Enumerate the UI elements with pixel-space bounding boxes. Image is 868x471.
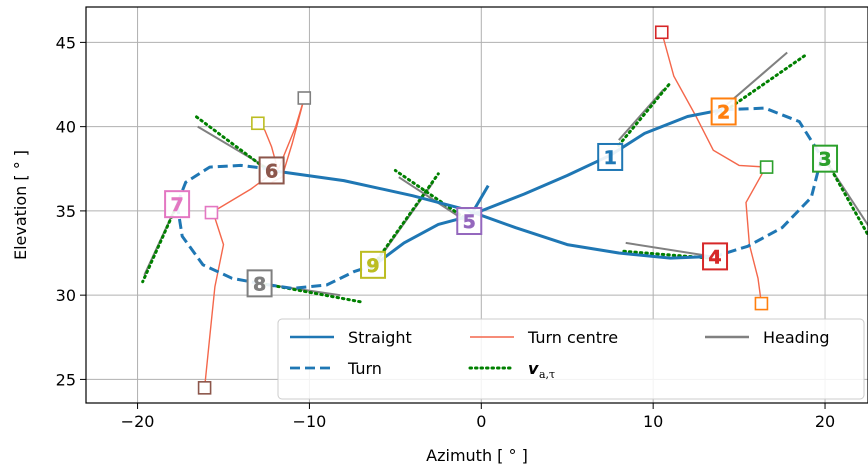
point-marker-7: 7 [164,190,191,219]
straight-path [271,169,714,260]
y-tick-label: 45 [56,33,76,52]
legend-label: Heading [763,328,830,347]
legend-item: Heading [705,328,830,347]
legend-label: Turn centre [527,328,618,347]
point-marker-box [702,242,729,271]
turn-centre-path [203,212,225,388]
y-tick-label: 25 [56,370,76,389]
turn-centre-marker [759,160,774,174]
y-tick-label: 30 [56,286,76,305]
legend-item: Turn [290,359,382,378]
point-marker-box [456,207,483,236]
x-tick-label: 10 [643,412,663,431]
x-tick-label: 0 [476,412,486,431]
velocity-vector [141,199,181,284]
heading-line [398,176,467,222]
legend-item: Straight [290,328,412,347]
legend-frame [277,318,865,400]
point-marker-box [597,142,624,171]
y-tick-label: 40 [56,118,76,137]
turn-centre-marker [297,91,312,105]
point-marker-2: 2 [710,97,737,126]
point-marker-label: 4 [708,246,721,268]
legend-label-subscript: a,τ [539,368,555,381]
legend-item: Turn centre [470,328,618,347]
plot-area: 1 2 3 4 5 6 7 8 9 [141,25,868,395]
point-marker-9: 9 [360,250,387,279]
turn-centre-marker [251,116,265,131]
velocity-vector [194,115,270,172]
point-marker-label: 8 [253,273,266,295]
x-tick-label: 20 [815,412,835,431]
legend-item: v a,τ [468,359,555,381]
heading-line [625,241,712,258]
velocity-vector [393,169,466,220]
turn-centre-marker [204,205,219,220]
point-marker-label: 1 [604,147,617,169]
straight-path [373,108,723,267]
velocity-vector [617,81,672,147]
point-marker-box [710,97,737,126]
y-axis-label: Elevation [ ° ] [11,150,30,260]
turn-path [175,163,269,205]
point-marker-box [360,250,387,279]
point-marker-box [812,144,839,173]
point-marker-6: 6 [258,156,285,185]
legend-label: Straight [348,328,412,347]
point-marker-label: 2 [717,101,730,123]
x-tick-label: −20 [121,412,155,431]
point-marker-box [246,269,273,298]
plot-frame [85,6,868,404]
point-marker-label: 6 [265,160,278,182]
point-marker-1: 1 [597,142,624,171]
turn-centre-path [661,32,767,168]
point-marker-5: 5 [456,207,483,236]
turn-path [714,106,824,258]
x-axis-label: Azimuth [ ° ] [426,446,528,465]
y-tick-label: 35 [56,202,76,221]
legend-label: v [528,359,539,378]
point-marker-box [258,156,285,185]
turn-centre-path [211,97,305,214]
point-marker-label: 5 [463,211,476,233]
point-marker-8: 8 [246,269,273,298]
turn-centre-path [745,168,766,304]
turn-centre-marker [654,25,669,40]
legend-label: Turn [347,359,382,378]
turn-centre-marker [197,381,212,395]
legend: Straight Turn Turn centre v a,τ Heading [277,318,865,400]
point-marker-box [164,190,191,219]
point-marker-3: 3 [812,144,839,173]
point-marker-label: 9 [366,255,379,277]
turn-centre-marker [754,296,769,311]
x-tick-label: −10 [293,412,327,431]
point-marker-label: 3 [818,149,831,171]
point-marker-label: 7 [170,194,183,216]
velocity-vector [259,281,363,304]
point-marker-4: 4 [702,242,729,271]
